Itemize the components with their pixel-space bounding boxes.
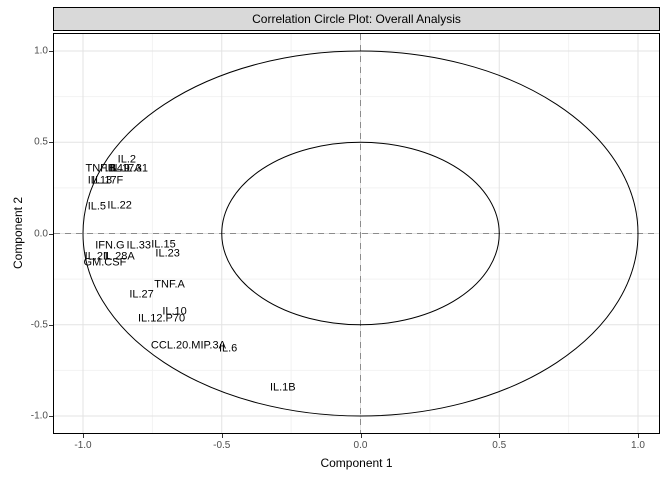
variable-label: IL.33 [126, 239, 151, 252]
variable-label: IL.9 [111, 162, 130, 175]
variable-label: IL.15 [151, 238, 176, 251]
variable-label: GM.CSF [83, 256, 127, 269]
x-tick-label: -1.0 [74, 440, 92, 451]
x-tick-mark [83, 434, 84, 438]
variable-label: IL.23 [155, 247, 180, 260]
x-tick-mark [221, 434, 223, 438]
y-tick-mark [49, 142, 53, 144]
x-tick-label: 1.0 [631, 440, 645, 451]
correlation-circle-r1 [82, 50, 639, 417]
x-tick-label: -0.5 [213, 440, 231, 451]
x-tick-label: 0.0 [353, 440, 368, 451]
variable-label: IL.21 [84, 250, 110, 263]
variable-label: IL.6 [218, 342, 238, 355]
y-tick-mark [49, 416, 53, 417]
variable-label: TNF.B [85, 162, 117, 175]
variable-label: IL.10 [162, 305, 187, 318]
x-tick-mark [638, 434, 639, 438]
y-tick-mark [49, 324, 53, 326]
variable-label: IL.17F [92, 174, 124, 187]
y-tick-label: -0.5 [30, 319, 48, 331]
variable-label: IL.2 [117, 153, 137, 166]
x-tick-mark [499, 434, 501, 438]
variable-label: IL.4 [104, 162, 123, 175]
variable-label: IL.12.P70 [137, 312, 186, 325]
variable-label: IL.17A [109, 162, 142, 175]
y-tick-label: 0.5 [34, 136, 48, 148]
variable-label: IL.13 [87, 174, 113, 187]
x-axis-title: Component 1 [320, 456, 393, 470]
x-tick-mark [360, 434, 362, 438]
plot-title: Correlation Circle Plot: Overall Analysi… [252, 12, 461, 26]
y-tick-label: -1.0 [30, 410, 48, 422]
variable-label: CCL.20.MIP.3A [150, 339, 226, 352]
variable-label: IL.27 [129, 288, 154, 301]
y-tick-label: 0.0 [34, 228, 48, 239]
plot-canvas [54, 34, 659, 433]
correlation-circle-r0.5 [221, 141, 500, 326]
plot-title-strip: Correlation Circle Plot: Overall Analysi… [53, 7, 660, 31]
variable-label: IL.1B [269, 381, 296, 394]
x-tick-label: 0.5 [492, 440, 507, 451]
variable-label: IFN.G [95, 239, 125, 252]
y-tick-mark [49, 233, 53, 235]
y-tick-mark [49, 51, 53, 52]
y-axis-title: Component 2 [11, 196, 25, 270]
variable-label: IL.22 [107, 199, 132, 212]
variable-label: IL.31 [123, 162, 148, 175]
plot-panel: IL.2 TNF.B IL.4 IL.9 IL.17A IL.31 IL.13 IL.17F I… [53, 33, 660, 434]
variable-label: IL.5 [87, 200, 107, 213]
y-tick-label: 1.0 [34, 45, 48, 57]
variable-label: IL.28A [102, 250, 135, 263]
variable-label: TNF.A [154, 278, 185, 291]
